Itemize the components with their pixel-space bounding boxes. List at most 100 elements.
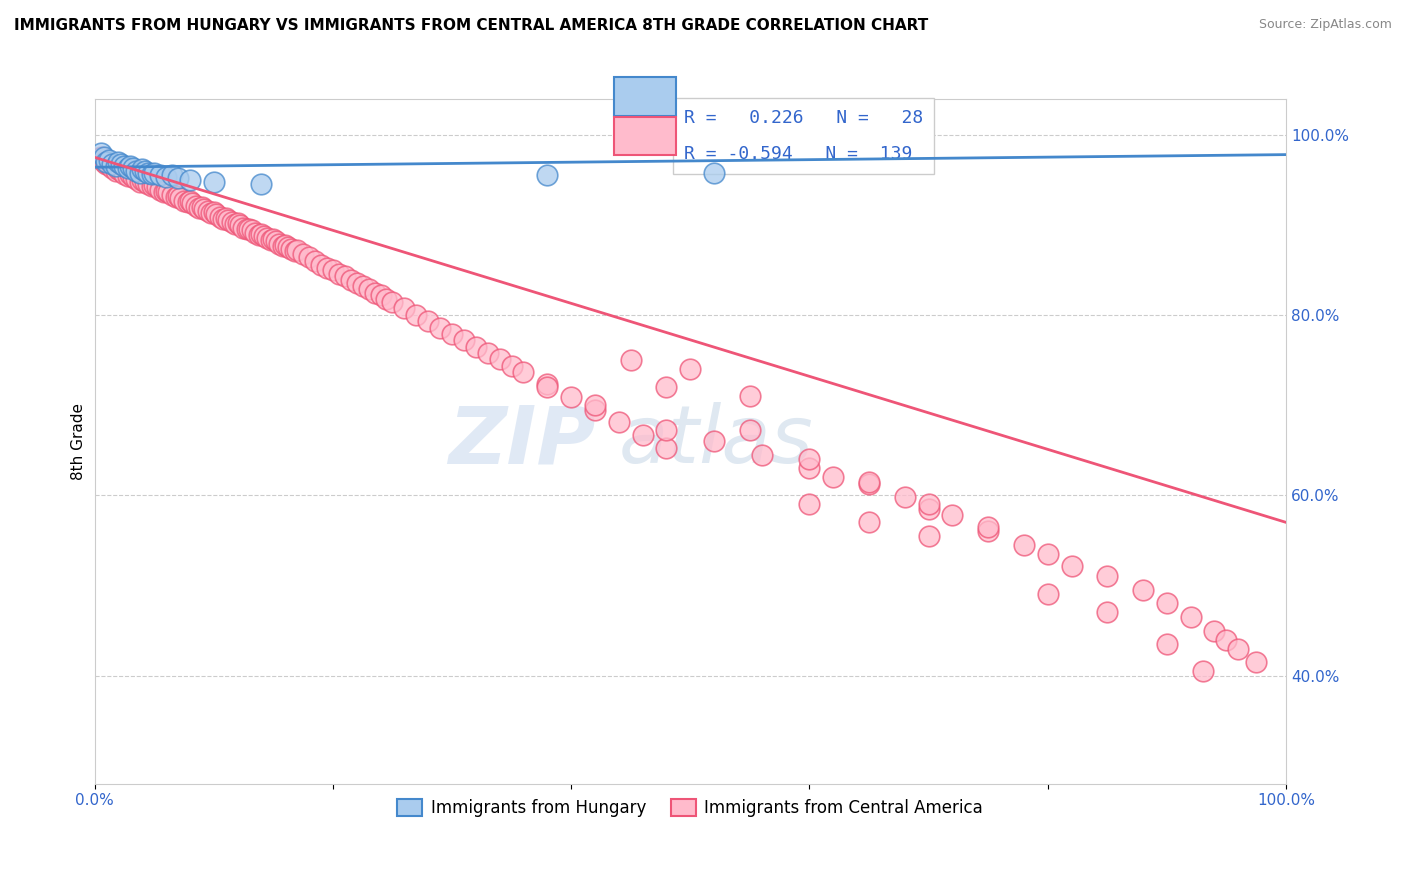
Point bbox=[328, 267, 350, 281]
Point bbox=[488, 352, 510, 367]
Point bbox=[309, 258, 332, 272]
Point bbox=[169, 191, 191, 205]
Point bbox=[375, 292, 398, 306]
Point bbox=[93, 154, 115, 169]
Point bbox=[226, 216, 249, 230]
Point bbox=[1191, 664, 1213, 678]
Point bbox=[179, 194, 201, 209]
Point bbox=[1012, 538, 1035, 552]
Point bbox=[418, 314, 440, 328]
Point bbox=[346, 276, 368, 290]
Point bbox=[292, 246, 315, 260]
Point bbox=[112, 167, 135, 181]
Point bbox=[370, 288, 392, 302]
Point bbox=[381, 294, 404, 309]
Point bbox=[101, 156, 124, 170]
Point bbox=[536, 377, 558, 392]
Point bbox=[751, 448, 773, 462]
Point bbox=[232, 220, 254, 235]
Point bbox=[858, 475, 880, 489]
Point bbox=[405, 308, 427, 322]
Point bbox=[703, 434, 725, 449]
Point bbox=[240, 223, 263, 237]
Point bbox=[208, 210, 231, 224]
Point bbox=[112, 159, 135, 173]
Point bbox=[1097, 569, 1119, 583]
Point bbox=[799, 461, 821, 475]
Point bbox=[131, 173, 153, 187]
Point bbox=[93, 150, 115, 164]
Text: IMMIGRANTS FROM HUNGARY VS IMMIGRANTS FROM CENTRAL AMERICA 8TH GRADE CORRELATION: IMMIGRANTS FROM HUNGARY VS IMMIGRANTS FR… bbox=[14, 18, 928, 33]
Point bbox=[184, 199, 207, 213]
Point bbox=[179, 173, 201, 187]
Point bbox=[202, 205, 225, 219]
Point bbox=[363, 285, 385, 300]
Point bbox=[96, 154, 118, 169]
Point bbox=[250, 178, 273, 192]
Point bbox=[176, 195, 198, 210]
Point bbox=[110, 156, 132, 170]
Point bbox=[214, 211, 236, 225]
Point bbox=[1180, 610, 1202, 624]
Point bbox=[120, 159, 142, 173]
Point bbox=[1156, 597, 1178, 611]
Point bbox=[128, 166, 150, 180]
Point bbox=[298, 251, 321, 265]
Point bbox=[823, 470, 845, 484]
Point bbox=[703, 166, 725, 180]
Point bbox=[141, 179, 163, 194]
Point bbox=[858, 516, 880, 530]
Point bbox=[188, 201, 211, 215]
Y-axis label: 8th Grade: 8th Grade bbox=[72, 402, 86, 480]
Point bbox=[165, 190, 187, 204]
Point bbox=[120, 168, 142, 182]
Point bbox=[738, 389, 761, 403]
Point bbox=[250, 227, 273, 241]
Point bbox=[799, 452, 821, 467]
Point bbox=[453, 333, 475, 347]
Point bbox=[1036, 587, 1059, 601]
Point bbox=[655, 380, 678, 394]
Point bbox=[131, 162, 153, 177]
FancyBboxPatch shape bbox=[614, 78, 676, 116]
Point bbox=[271, 238, 294, 252]
Point bbox=[117, 169, 139, 184]
Point bbox=[620, 353, 643, 368]
Point bbox=[1060, 558, 1083, 573]
Point bbox=[128, 175, 150, 189]
Point bbox=[1097, 606, 1119, 620]
Point bbox=[284, 244, 307, 258]
Point bbox=[101, 161, 124, 175]
Point bbox=[143, 166, 166, 180]
Point bbox=[217, 212, 239, 227]
Point bbox=[253, 228, 276, 243]
Point bbox=[799, 497, 821, 511]
Point bbox=[107, 162, 129, 177]
Point bbox=[141, 168, 163, 182]
Point bbox=[464, 340, 486, 354]
Point bbox=[229, 218, 252, 232]
Point bbox=[90, 150, 112, 164]
Point bbox=[191, 200, 214, 214]
Point bbox=[181, 196, 204, 211]
Point bbox=[977, 520, 1000, 534]
Point bbox=[125, 172, 148, 186]
Point bbox=[631, 428, 654, 442]
Point bbox=[212, 211, 235, 226]
Point bbox=[738, 424, 761, 438]
Point bbox=[145, 180, 167, 194]
Text: R =   0.226   N =   28
R = -0.594   N =  139: R = 0.226 N = 28 R = -0.594 N = 139 bbox=[685, 109, 924, 163]
Point bbox=[136, 166, 159, 180]
Point bbox=[105, 164, 128, 178]
Point bbox=[202, 175, 225, 189]
Point bbox=[260, 233, 283, 247]
Point bbox=[339, 273, 361, 287]
Point bbox=[583, 402, 606, 417]
Point bbox=[322, 263, 344, 277]
Point bbox=[655, 424, 678, 438]
Point bbox=[1204, 624, 1226, 638]
Point bbox=[262, 232, 284, 246]
Point bbox=[107, 154, 129, 169]
Point bbox=[125, 164, 148, 178]
Point bbox=[197, 204, 219, 219]
